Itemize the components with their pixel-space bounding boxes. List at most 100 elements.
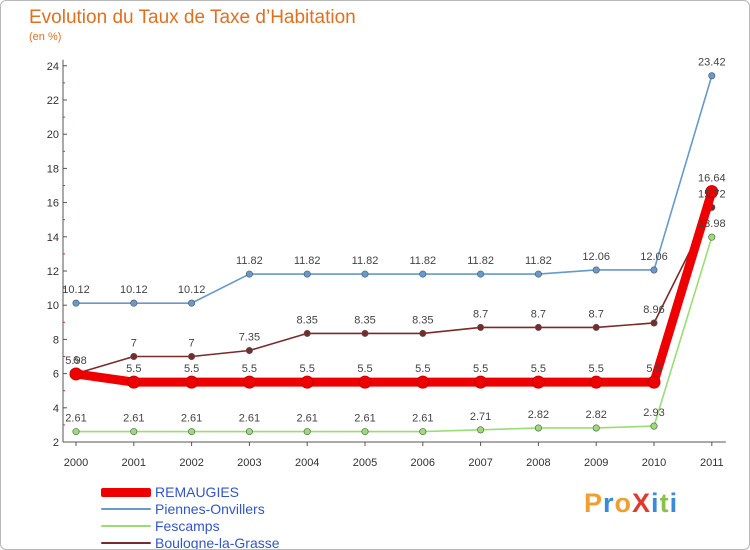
data-label: 11.82: [236, 255, 263, 267]
data-label: 2.61: [239, 413, 260, 425]
data-point: [69, 367, 83, 381]
data-label: 2.61: [181, 413, 202, 425]
data-label: 5.5: [415, 363, 430, 375]
data-point: [242, 375, 256, 389]
series-line-remaugies: [71, 187, 717, 387]
data-label: 2.61: [65, 413, 86, 425]
series-line-fescamps: [75, 236, 713, 433]
chart-title: Evolution du Taux de Taxe d’Habitation: [29, 7, 356, 28]
data-label: 23.42: [698, 57, 726, 69]
data-label: 2.82: [585, 409, 606, 421]
proxiti-logo: ProXiti: [584, 488, 678, 519]
x-tick-label: 2002: [179, 457, 203, 469]
series-line-boulogne-la-grasse: [75, 206, 713, 375]
data-point: [185, 375, 199, 389]
data-label: 16.64: [698, 173, 726, 185]
data-point: [589, 375, 603, 389]
y-tick-label: 20: [47, 129, 59, 141]
data-point: [130, 352, 138, 360]
legend-label: Fescamps: [155, 518, 220, 534]
data-label: 8.35: [412, 314, 433, 326]
data-label: 15.72: [698, 188, 726, 200]
legend-swatch: [101, 525, 151, 527]
data-label: 8.7: [473, 308, 488, 320]
data-point: [416, 375, 430, 389]
data-label: 10.12: [178, 284, 206, 296]
x-tick-label: 2000: [64, 457, 88, 469]
data-point: [361, 270, 369, 278]
data-point: [245, 428, 253, 436]
data-label: 5.5: [300, 363, 315, 375]
data-label: 12.06: [640, 251, 668, 263]
logo-letter: o: [614, 488, 633, 518]
data-point: [477, 270, 485, 278]
legend-swatch: [101, 488, 151, 497]
data-point: [592, 323, 600, 331]
data-label: 12.06: [582, 251, 610, 263]
legend-label: REMAUGIES: [155, 484, 240, 500]
legend-swatch: [101, 542, 151, 544]
y-tick-label: 16: [47, 198, 59, 210]
data-label: 2.61: [412, 413, 433, 425]
data-point: [130, 428, 138, 436]
data-point: [358, 375, 372, 389]
data-label: 10.12: [62, 284, 90, 296]
y-tick-label: 10: [47, 300, 59, 312]
y-tick-label: 22: [47, 95, 59, 107]
data-point: [361, 329, 369, 337]
unit-label: (en %): [29, 31, 62, 43]
data-label: 5.5: [242, 363, 257, 375]
data-point: [650, 422, 658, 430]
data-label: 7.35: [239, 332, 260, 344]
x-tick-label: 2011: [700, 457, 724, 469]
y-tick-label: 18: [47, 163, 59, 175]
y-tick-label: 4: [53, 403, 59, 415]
logo-letter: i: [669, 488, 679, 518]
data-label: 7: [189, 338, 195, 350]
data-label: 5.5: [473, 363, 488, 375]
data-label: 10.12: [120, 284, 148, 296]
data-label: 8.35: [354, 314, 375, 326]
data-point: [531, 375, 545, 389]
data-label: 5.5: [646, 363, 661, 375]
x-tick-label: 2008: [526, 457, 550, 469]
data-point: [303, 428, 311, 436]
data-point: [419, 329, 427, 337]
data-label: 2.61: [123, 413, 144, 425]
legend-label: Boulogne-la-Grasse: [155, 535, 280, 550]
data-point: [72, 428, 80, 436]
data-point: [361, 428, 369, 436]
data-label: 2.93: [643, 407, 664, 419]
logo-letter: P: [584, 488, 604, 518]
legend-label: Piennes-Onvillers: [155, 501, 265, 517]
x-tick-label: 2007: [468, 457, 492, 469]
data-point: [188, 299, 196, 307]
data-point: [245, 270, 253, 278]
data-label: 8.35: [296, 314, 317, 326]
y-tick-label: 24: [47, 61, 59, 73]
data-label: 5.5: [531, 363, 546, 375]
x-tick-label: 2004: [295, 457, 319, 469]
logo-letter: i: [651, 488, 660, 518]
data-label: 2.82: [528, 409, 549, 421]
data-point: [650, 319, 658, 327]
data-point: [188, 352, 196, 360]
data-point: [127, 375, 141, 389]
data-point: [72, 299, 80, 307]
data-label: 6: [73, 355, 79, 367]
data-point: [650, 266, 658, 274]
data-point: [303, 270, 311, 278]
data-label: 2.61: [296, 413, 317, 425]
data-label: 5.5: [357, 363, 372, 375]
data-point: [534, 270, 542, 278]
data-label: 5.5: [184, 363, 199, 375]
data-label: 11.82: [294, 255, 321, 267]
data-label: 5.5: [589, 363, 604, 375]
data-point: [419, 428, 427, 436]
data-label: 11.82: [352, 255, 379, 267]
series-line-piennes-onvillers: [75, 74, 713, 304]
data-label: 2.71: [470, 411, 491, 423]
data-label: 5.98: [65, 355, 86, 367]
